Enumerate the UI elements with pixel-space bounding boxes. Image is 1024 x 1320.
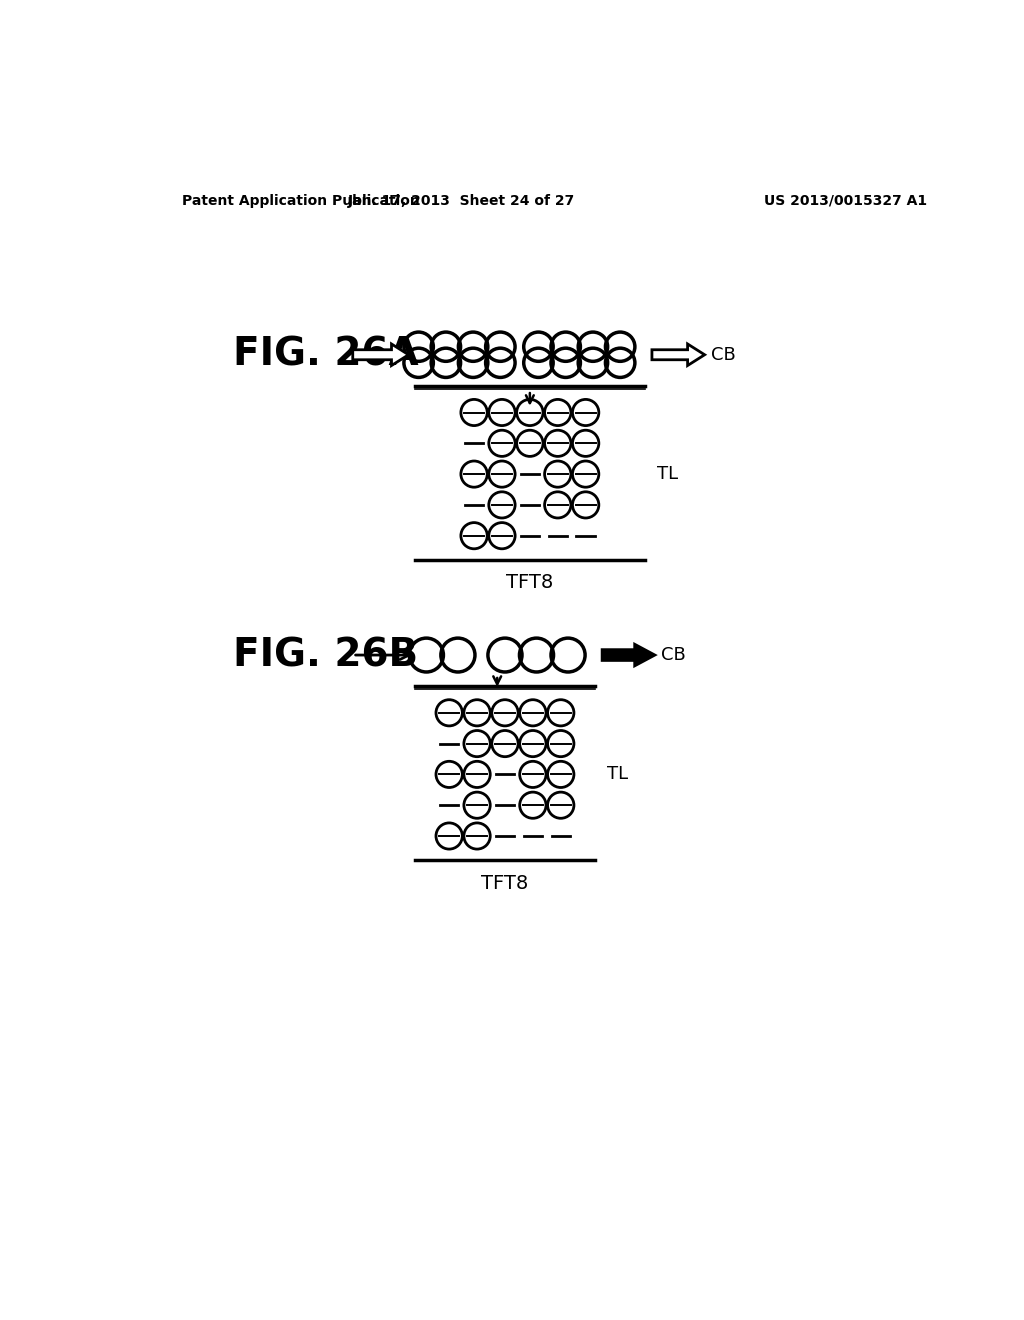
Text: TFT8: TFT8 — [506, 573, 554, 593]
Text: Jan. 17, 2013  Sheet 24 of 27: Jan. 17, 2013 Sheet 24 of 27 — [347, 194, 574, 207]
Text: TL: TL — [607, 766, 628, 783]
Polygon shape — [652, 345, 705, 366]
Text: Patent Application Publication: Patent Application Publication — [182, 194, 420, 207]
Polygon shape — [352, 345, 409, 366]
Text: TFT8: TFT8 — [481, 874, 528, 892]
Text: TL: TL — [656, 465, 678, 483]
Text: FIG. 26A: FIG. 26A — [232, 335, 418, 374]
Text: CB: CB — [662, 645, 686, 664]
Text: US 2013/0015327 A1: US 2013/0015327 A1 — [764, 194, 927, 207]
Text: CB: CB — [711, 346, 735, 364]
Text: FIG. 26B: FIG. 26B — [232, 636, 418, 675]
Polygon shape — [602, 644, 654, 665]
